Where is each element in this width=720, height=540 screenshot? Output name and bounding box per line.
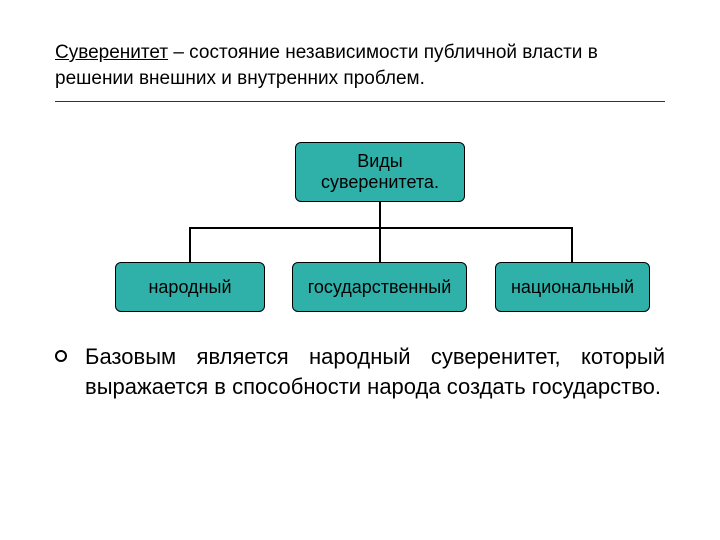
- connector: [379, 202, 381, 227]
- child-node-1: народный: [115, 262, 265, 312]
- bullet-icon: [55, 350, 67, 362]
- child-node-2: государственный: [292, 262, 467, 312]
- root-node: Виды суверенитета.: [295, 142, 465, 202]
- connector: [379, 227, 381, 262]
- bullet-text: Базовым является народный суверенитет, к…: [85, 342, 665, 401]
- diagram: Виды суверенитета. народный государствен…: [55, 142, 665, 332]
- title-term: Суверенитет: [55, 42, 168, 63]
- connector: [189, 227, 191, 262]
- bullet-block: Базовым является народный суверенитет, к…: [55, 342, 665, 401]
- slide-container: Суверенитет – состояние независимости пу…: [0, 0, 720, 442]
- connector: [571, 227, 573, 262]
- title-block: Суверенитет – состояние независимости пу…: [55, 40, 665, 102]
- child-node-3: национальный: [495, 262, 650, 312]
